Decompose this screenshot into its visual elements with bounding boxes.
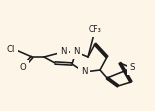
Text: N: N <box>81 67 87 76</box>
Text: Cl: Cl <box>7 46 15 55</box>
Text: N: N <box>73 48 79 56</box>
Text: O: O <box>20 62 26 71</box>
Text: CF₃: CF₃ <box>89 26 101 35</box>
Text: S: S <box>129 63 135 72</box>
Text: N: N <box>60 48 66 56</box>
